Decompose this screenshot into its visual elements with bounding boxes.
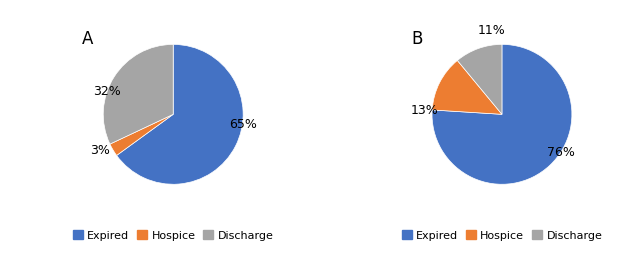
Text: 65%: 65% — [229, 118, 257, 131]
Wedge shape — [457, 44, 502, 114]
Wedge shape — [116, 44, 243, 184]
Text: 32%: 32% — [93, 86, 121, 98]
Text: 11%: 11% — [478, 24, 505, 37]
Legend: Expired, Hospice, Discharge: Expired, Hospice, Discharge — [68, 226, 278, 245]
Text: 76%: 76% — [547, 146, 575, 159]
Wedge shape — [110, 114, 173, 155]
Text: A: A — [82, 30, 94, 48]
Text: 3%: 3% — [90, 144, 110, 157]
Wedge shape — [432, 44, 572, 184]
Text: 13%: 13% — [411, 104, 439, 117]
Text: B: B — [411, 30, 422, 48]
Wedge shape — [104, 44, 173, 144]
Wedge shape — [432, 61, 502, 114]
Legend: Expired, Hospice, Discharge: Expired, Hospice, Discharge — [397, 226, 607, 245]
